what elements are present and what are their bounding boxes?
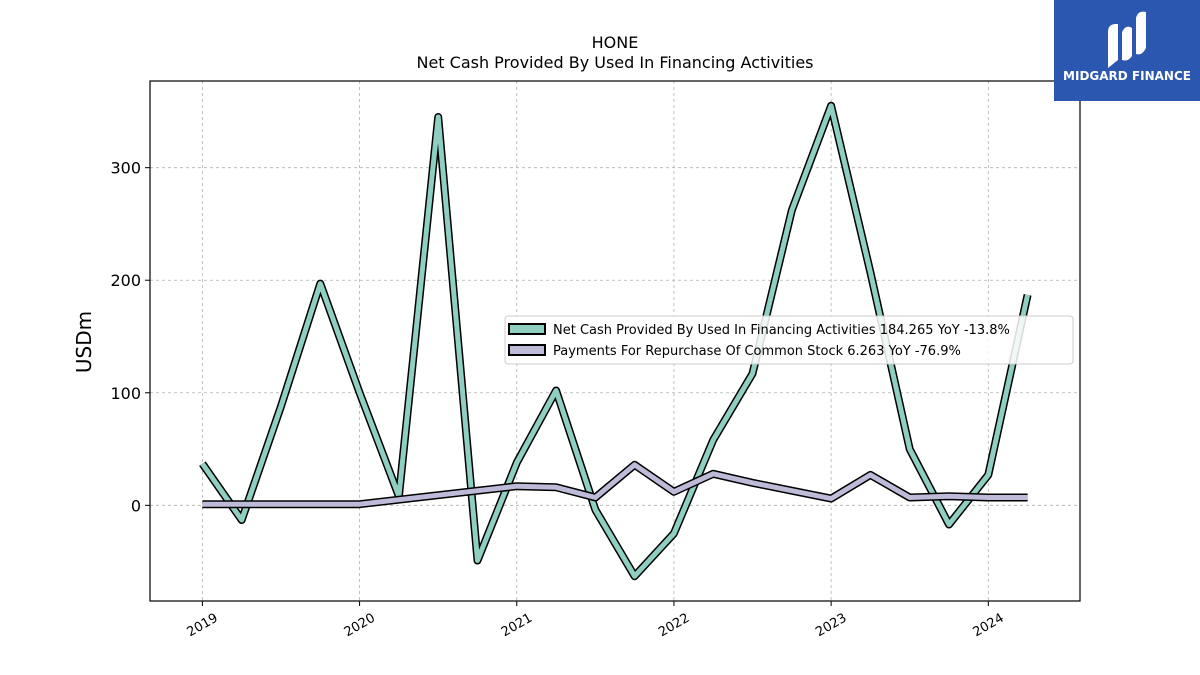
plot-frame xyxy=(149,80,1081,602)
x-tick-label: 2019 xyxy=(185,611,221,641)
legend-label-1: Payments For Repurchase Of Common Stock … xyxy=(553,344,961,359)
legend: Net Cash Provided By Used In Financing A… xyxy=(504,315,1074,365)
legend-swatch-1 xyxy=(508,344,546,356)
y-tick-label: 200 xyxy=(110,271,141,290)
chart-title: HONE xyxy=(592,33,639,52)
midgard-logo-icon xyxy=(1108,11,1146,68)
y-tick-label: 0 xyxy=(131,496,141,515)
y-axis-label: USDm xyxy=(72,311,96,373)
legend-label-0: Net Cash Provided By Used In Financing A… xyxy=(553,323,1010,338)
midgard-finance-logo: MIDGARD FINANCE xyxy=(1054,0,1200,101)
chart-subtitle: Net Cash Provided By Used In Financing A… xyxy=(416,53,813,72)
series-line-1 xyxy=(202,462,1028,507)
x-tick-label: 2020 xyxy=(342,611,378,641)
x-tick-label: 2022 xyxy=(656,611,692,641)
legend-swatch-0 xyxy=(508,323,546,335)
y-tick-label: 100 xyxy=(110,384,141,403)
x-tick-label: 2021 xyxy=(499,611,535,641)
x-tick-label: 2024 xyxy=(970,611,1006,641)
series-outline-1 xyxy=(202,460,1028,509)
y-axis: 0 100 200 300 xyxy=(110,159,150,515)
logo-text: MIDGARD FINANCE xyxy=(1063,69,1191,83)
x-axis: 2019 2020 2021 2022 2023 2024 xyxy=(185,601,1007,640)
x-tick-label: 2023 xyxy=(813,611,849,641)
y-tick-label: 300 xyxy=(110,159,141,178)
legend-box xyxy=(504,315,1074,365)
